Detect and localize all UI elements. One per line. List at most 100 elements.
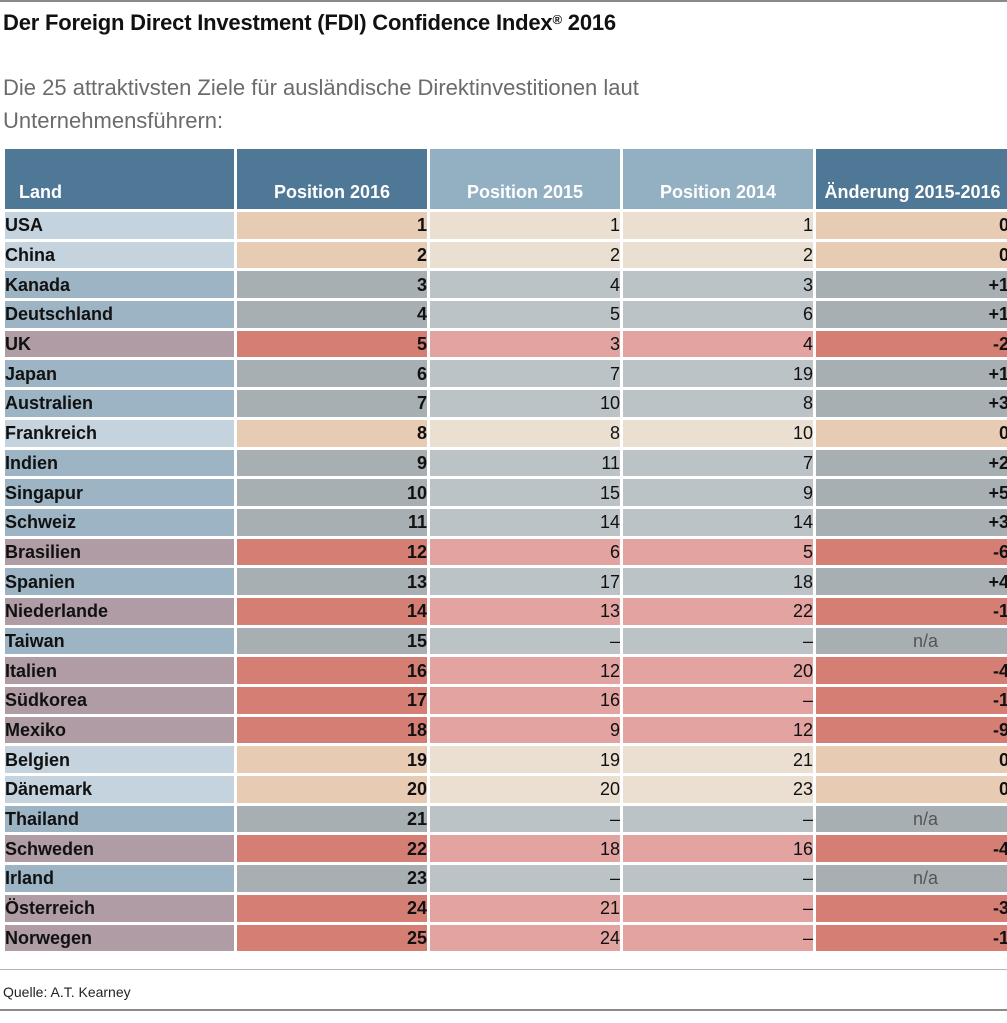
cell-position-2016: 19 — [237, 746, 427, 774]
cell-aenderung: +3 — [816, 390, 1007, 417]
cell-position-2015: 19 — [430, 746, 620, 774]
cell-position-2015: – — [430, 627, 620, 655]
cell-position-2015: 14 — [430, 508, 620, 536]
cell-position-2015: 15 — [430, 479, 620, 506]
table-row: Schweiz 11 14 14 +3 — [5, 508, 1007, 536]
cell-position-2016: 2 — [237, 241, 427, 269]
header-position-2016: Position 2016 — [237, 149, 427, 209]
chart-subtitle: Die 25 attraktivsten Ziele für ausländis… — [3, 75, 639, 133]
cell-aenderung: +5 — [816, 479, 1007, 506]
cell-position-2015: – — [430, 805, 620, 833]
cell-land: Indien — [5, 449, 234, 477]
cell-land: Österreich — [5, 894, 234, 922]
cell-position-2015: 6 — [430, 538, 620, 566]
registered-mark: ® — [552, 12, 562, 27]
cell-position-2016: 21 — [237, 805, 427, 833]
cell-position-2014: 4 — [623, 330, 813, 358]
cell-position-2016: 3 — [237, 271, 427, 299]
cell-position-2016: 7 — [237, 390, 427, 417]
cell-position-2015: – — [430, 865, 620, 892]
chart-title: Der Foreign Direct Investment (FDI) Conf… — [3, 10, 616, 36]
cell-position-2016: 5 — [237, 330, 427, 358]
cell-aenderung: -3 — [816, 894, 1007, 922]
table-row: UK 5 3 4 -2 — [5, 330, 1007, 358]
cell-position-2015: 8 — [430, 419, 620, 447]
bottom-rule — [0, 969, 1007, 970]
cell-aenderung: +2 — [816, 449, 1007, 477]
cell-position-2016: 15 — [237, 627, 427, 655]
cell-aenderung: n/a — [816, 865, 1007, 892]
fdi-table: Land Position 2016 Position 2015 Positio… — [2, 146, 1007, 954]
table-row: Indien 9 11 7 +2 — [5, 449, 1007, 477]
cell-aenderung: -1 — [816, 687, 1007, 714]
table-row: Frankreich 8 8 10 0 — [5, 419, 1007, 447]
cell-land: UK — [5, 330, 234, 358]
cell-position-2015: 20 — [430, 776, 620, 803]
cell-position-2015: 4 — [430, 271, 620, 299]
table-row: Dänemark 20 20 23 0 — [5, 776, 1007, 803]
cell-position-2014: – — [623, 687, 813, 714]
cell-aenderung: 0 — [816, 241, 1007, 269]
cell-aenderung: -1 — [816, 597, 1007, 625]
cell-land: Japan — [5, 360, 234, 388]
cell-position-2015: 18 — [430, 835, 620, 863]
cell-land: Dänemark — [5, 776, 234, 803]
table-row: Thailand 21– – n/a — [5, 805, 1007, 833]
table-row: Belgien 19 19 21 0 — [5, 746, 1007, 774]
cell-land: China — [5, 241, 234, 269]
cell-land: Mexiko — [5, 716, 234, 744]
cell-position-2015: 5 — [430, 301, 620, 328]
table-row: USA 1 1 1 0 — [5, 212, 1007, 239]
cell-position-2015: 21 — [430, 894, 620, 922]
table-body: USA 1 1 1 0 China 2 2 2 0 Kanada 3 4 3 +1 Deutschland 4 5… — [5, 212, 1007, 952]
cell-position-2016: 6 — [237, 360, 427, 388]
cell-land: Thailand — [5, 805, 234, 833]
cell-land: Schweiz — [5, 508, 234, 536]
cell-position-2016: 18 — [237, 716, 427, 744]
table-row: Australien 7 10 8 +3 — [5, 390, 1007, 417]
cell-position-2016: 4 — [237, 301, 427, 328]
cell-aenderung: -1 — [816, 924, 1007, 952]
cell-position-2015: 10 — [430, 390, 620, 417]
cell-land: Norwegen — [5, 924, 234, 952]
header-aenderung: Änderung 2015-2016 — [816, 149, 1007, 209]
cell-position-2014: 3 — [623, 271, 813, 299]
cell-aenderung: -2 — [816, 330, 1007, 358]
cell-position-2016: 1 — [237, 212, 427, 239]
cell-position-2014: 5 — [623, 538, 813, 566]
cell-land: Irland — [5, 865, 234, 892]
cell-position-2014: 21 — [623, 746, 813, 774]
table-row: Spanien 13 17 18 +4 — [5, 568, 1007, 595]
cell-aenderung: 0 — [816, 419, 1007, 447]
cell-position-2016: 17 — [237, 687, 427, 714]
cell-aenderung: 0 — [816, 746, 1007, 774]
cell-land: Taiwan — [5, 627, 234, 655]
cell-position-2016: 11 — [237, 508, 427, 536]
cell-position-2014: – — [623, 627, 813, 655]
cell-aenderung: 0 — [816, 212, 1007, 239]
cell-position-2014: – — [623, 924, 813, 952]
header-position-2014: Position 2014 — [623, 149, 813, 209]
cell-position-2016: 8 — [237, 419, 427, 447]
table-row: Österreich 24 21– -3 — [5, 894, 1007, 922]
header-row: Land Position 2016 Position 2015 Positio… — [5, 149, 1007, 209]
header-land: Land — [5, 149, 234, 209]
cell-aenderung: -4 — [816, 657, 1007, 684]
cell-position-2014: 16 — [623, 835, 813, 863]
cell-position-2014: – — [623, 805, 813, 833]
cell-position-2014: – — [623, 894, 813, 922]
cell-position-2015: 13 — [430, 597, 620, 625]
cell-position-2014: 9 — [623, 479, 813, 506]
cell-aenderung: -4 — [816, 835, 1007, 863]
cell-aenderung: +3 — [816, 508, 1007, 536]
cell-land: Spanien — [5, 568, 234, 595]
cell-land: Niederlande — [5, 597, 234, 625]
title-text: Der Foreign Direct Investment (FDI) Conf… — [3, 10, 553, 35]
cell-position-2016: 22 — [237, 835, 427, 863]
cell-aenderung: n/a — [816, 627, 1007, 655]
cell-position-2014: 8 — [623, 390, 813, 417]
table-row: Südkorea 17 16– -1 — [5, 687, 1007, 714]
cell-position-2014: 19 — [623, 360, 813, 388]
cell-position-2015: 24 — [430, 924, 620, 952]
cell-aenderung: -6 — [816, 538, 1007, 566]
